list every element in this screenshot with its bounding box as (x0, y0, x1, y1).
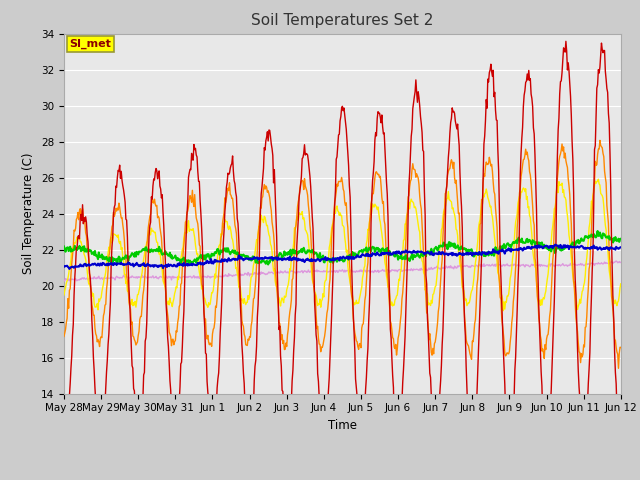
Legend: TC2_2Cm, TC2_4Cm, TC2_8Cm, TC2_16Cm, TC2_32Cm, TC2_50Cm: TC2_2Cm, TC2_4Cm, TC2_8Cm, TC2_16Cm, TC2… (90, 476, 595, 480)
Title: Soil Temperatures Set 2: Soil Temperatures Set 2 (252, 13, 433, 28)
Y-axis label: Soil Temperature (C): Soil Temperature (C) (22, 153, 35, 275)
Text: SI_met: SI_met (70, 39, 111, 49)
X-axis label: Time: Time (328, 419, 357, 432)
